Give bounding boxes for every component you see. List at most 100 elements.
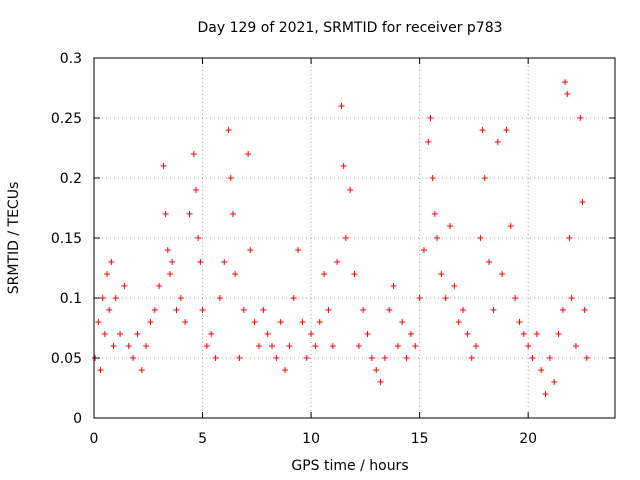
data-point [499, 271, 506, 277]
data-point [117, 331, 124, 337]
data-point [381, 355, 388, 361]
x-tick-label: 0 [90, 431, 99, 447]
data-point [97, 367, 104, 373]
data-point [525, 343, 532, 349]
data-point [247, 247, 254, 253]
data-point [516, 319, 523, 325]
data-point [208, 331, 215, 337]
data-point [199, 307, 206, 313]
x-axis-label: GPS time / hours [291, 458, 408, 474]
x-tick-label: 20 [519, 431, 537, 447]
data-point [240, 307, 247, 313]
data-point [325, 307, 332, 313]
data-point [273, 355, 280, 361]
data-point [193, 187, 200, 193]
x-tick-label: 10 [302, 431, 320, 447]
data-point [232, 271, 239, 277]
data-point [245, 151, 252, 157]
data-point [316, 319, 323, 325]
data-point [403, 355, 410, 361]
data-point [106, 307, 113, 313]
x-tick-label: 15 [411, 431, 429, 447]
data-point [186, 211, 193, 217]
data-point [399, 319, 406, 325]
data-point [429, 175, 436, 181]
data-point [494, 139, 501, 145]
data-point [260, 307, 267, 313]
data-point [225, 127, 232, 133]
y-tick-labels: 0 0.05 0.1 0.15 0.2 0.25 0.3 [51, 51, 82, 427]
data-point [312, 343, 319, 349]
data-point [551, 379, 558, 385]
y-tick-label: 0.3 [60, 51, 82, 67]
chart-title: Day 129 of 2021, SRMTID for receiver p78… [197, 20, 502, 36]
data-point [229, 211, 236, 217]
data-point [431, 211, 438, 217]
y-tick-label: 0.15 [51, 231, 82, 247]
data-point [473, 343, 480, 349]
data-point [394, 343, 401, 349]
data-point [190, 151, 197, 157]
data-point [442, 295, 449, 301]
data-point [110, 343, 117, 349]
data-point [555, 331, 562, 337]
data-point [377, 379, 384, 385]
data-point [182, 319, 189, 325]
data-point [295, 247, 302, 253]
data-point [562, 79, 569, 85]
data-point [564, 91, 571, 97]
data-point [468, 355, 475, 361]
data-point [156, 283, 163, 289]
data-point [101, 331, 108, 337]
data-point [282, 367, 289, 373]
data-point [486, 259, 493, 265]
data-point [355, 343, 362, 349]
data-point [134, 331, 141, 337]
y-tick-label: 0.05 [51, 351, 82, 367]
data-point [334, 259, 341, 265]
data-point [342, 235, 349, 241]
data-point [577, 115, 584, 121]
data-point [477, 235, 484, 241]
data-point [166, 271, 173, 277]
data-point [173, 307, 180, 313]
axis-ticks [93, 57, 615, 419]
data-point [195, 235, 202, 241]
data-point [451, 283, 458, 289]
data-point [360, 307, 367, 313]
data-point [512, 295, 519, 301]
grid [94, 58, 615, 418]
data-point [579, 199, 586, 205]
data-point [351, 271, 358, 277]
data-point [160, 163, 167, 169]
data-point [303, 355, 310, 361]
data-point [373, 367, 380, 373]
data-point [104, 271, 111, 277]
data-point [290, 295, 297, 301]
data-point [455, 319, 462, 325]
data-point [203, 343, 210, 349]
scatter-points [92, 79, 590, 397]
data-point [308, 331, 315, 337]
data-point [286, 343, 293, 349]
data-point [447, 223, 454, 229]
data-point [169, 259, 176, 265]
data-point [164, 247, 171, 253]
data-point [197, 259, 204, 265]
data-point [108, 259, 115, 265]
data-point [321, 271, 328, 277]
y-axis-label: SRMTID / TECUs [6, 182, 22, 295]
data-point [216, 295, 223, 301]
data-point [433, 235, 440, 241]
data-point [269, 343, 276, 349]
x-tick-labels: 0 5 10 15 20 [90, 431, 538, 447]
data-point [130, 355, 137, 361]
data-point [581, 307, 588, 313]
data-point [221, 259, 228, 265]
data-point [390, 283, 397, 289]
data-point [490, 307, 497, 313]
data-point [329, 343, 336, 349]
data-point [520, 331, 527, 337]
data-point [538, 367, 545, 373]
